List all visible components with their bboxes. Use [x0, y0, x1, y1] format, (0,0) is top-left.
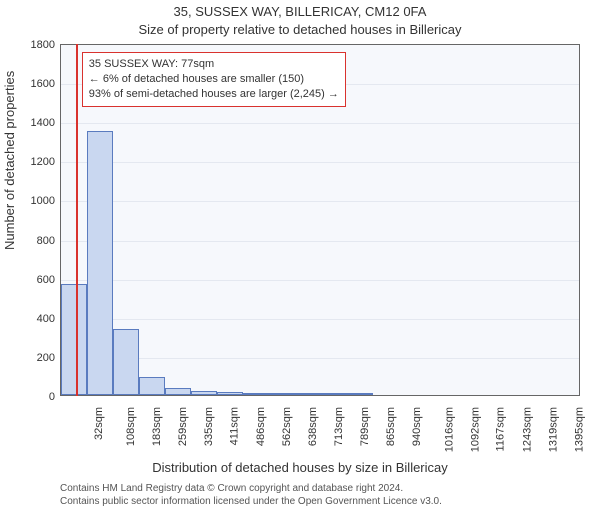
histogram-bar	[347, 393, 373, 395]
y-tick-label: 1600	[31, 78, 55, 90]
y-tick-label: 1200	[31, 156, 55, 168]
x-tick-label: 638sqm	[307, 407, 319, 446]
x-tick-label: 32sqm	[93, 407, 105, 440]
chart-container: { "titles": { "line1": "35, SUSSEX WAY, …	[0, 0, 600, 500]
property-size-marker	[76, 44, 78, 396]
x-tick-label: 108sqm	[125, 407, 137, 446]
x-tick-label: 259sqm	[177, 407, 189, 446]
gridline	[61, 319, 579, 320]
plot-area: 02004006008001000120014001600180032sqm10…	[60, 44, 580, 396]
gridline	[61, 201, 579, 202]
chart-title-address: 35, SUSSEX WAY, BILLERICAY, CM12 0FA	[0, 4, 600, 19]
x-tick-label: 1167sqm	[494, 407, 506, 451]
x-tick-label: 1243sqm	[521, 407, 533, 452]
histogram-bar	[113, 329, 139, 395]
x-tick-label: 1395sqm	[573, 407, 585, 452]
x-tick-label: 1092sqm	[469, 407, 481, 452]
x-tick-label: 486sqm	[255, 407, 267, 446]
footer-copyright-1: Contains HM Land Registry data © Crown c…	[60, 482, 403, 495]
x-tick-label: 713sqm	[333, 407, 345, 446]
histogram-bar	[191, 391, 217, 395]
x-tick-label: 183sqm	[151, 407, 163, 446]
chart-subtitle: Size of property relative to detached ho…	[0, 22, 600, 37]
annotation-line: 35 SUSSEX WAY: 77sqm	[89, 57, 339, 72]
y-tick-label: 400	[37, 313, 55, 325]
y-axis-label: Number of detached properties	[2, 71, 17, 250]
histogram-bar	[61, 284, 87, 395]
y-tick-label: 1400	[31, 117, 55, 129]
y-tick-label: 1000	[31, 195, 55, 207]
annotation-box: 35 SUSSEX WAY: 77sqm← 6% of detached hou…	[82, 52, 346, 107]
histogram-bar	[165, 388, 191, 395]
x-tick-label: 865sqm	[385, 407, 397, 446]
gridline	[61, 241, 579, 242]
annotation-line: 93% of semi-detached houses are larger (…	[89, 87, 339, 102]
histogram-bar	[87, 131, 113, 395]
histogram-bar	[139, 377, 165, 395]
histogram-bar	[269, 393, 295, 395]
y-tick-label: 0	[49, 391, 55, 403]
gridline	[61, 123, 579, 124]
gridline	[61, 280, 579, 281]
x-tick-label: 411sqm	[228, 407, 240, 445]
y-tick-label: 1800	[31, 39, 55, 51]
y-tick-label: 200	[37, 352, 55, 364]
histogram-bar	[321, 393, 347, 395]
x-axis-label: Distribution of detached houses by size …	[0, 460, 600, 475]
histogram-bar	[295, 393, 321, 395]
x-tick-label: 940sqm	[411, 407, 423, 446]
x-tick-label: 1016sqm	[443, 407, 455, 452]
x-tick-label: 335sqm	[203, 407, 215, 446]
gridline	[61, 162, 579, 163]
histogram-bar	[217, 392, 243, 395]
histogram-bar	[243, 393, 269, 395]
annotation-line: ← 6% of detached houses are smaller (150…	[89, 72, 339, 87]
footer-copyright-2: Contains public sector information licen…	[60, 495, 442, 508]
x-tick-label: 1319sqm	[547, 407, 559, 452]
x-tick-label: 789sqm	[359, 407, 371, 446]
y-tick-label: 800	[37, 235, 55, 247]
y-tick-label: 600	[37, 274, 55, 286]
x-tick-label: 562sqm	[281, 407, 293, 446]
